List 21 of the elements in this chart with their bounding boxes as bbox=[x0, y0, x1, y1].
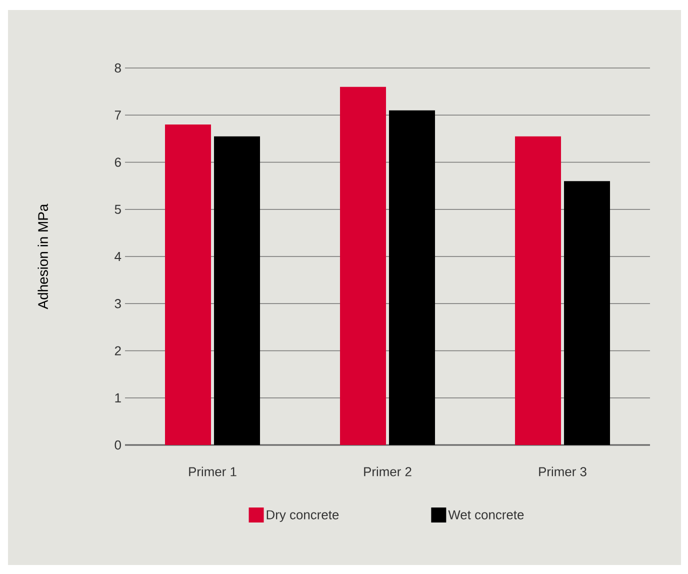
x-tick-label: Primer 1 bbox=[189, 466, 236, 476]
y-tick-label: 2 bbox=[114, 346, 121, 356]
y-tick-label: 1 bbox=[115, 393, 121, 402]
legend-label: Wet concrete bbox=[448, 510, 524, 520]
x-tick-label: Primer 3 bbox=[539, 466, 586, 476]
y-tick-label: 4 bbox=[114, 252, 122, 261]
bar bbox=[340, 86, 386, 445]
y-tick-label: 6 bbox=[114, 158, 121, 167]
bar bbox=[564, 181, 610, 445]
bar bbox=[389, 110, 436, 445]
bar bbox=[214, 136, 260, 445]
y-tick-label: 8 bbox=[114, 63, 121, 73]
y-tick-label: 5 bbox=[114, 204, 121, 214]
x-tick-label: Primer 2 bbox=[364, 466, 412, 476]
bar bbox=[165, 124, 212, 445]
y-axis-title: Adhesion in MPa bbox=[38, 204, 48, 310]
y-tick-label: 0 bbox=[114, 440, 121, 450]
bar bbox=[515, 136, 562, 445]
y-tick-label: 7 bbox=[114, 110, 121, 120]
legend-label: Dry concrete bbox=[266, 510, 339, 522]
y-tick-label: 3 bbox=[114, 299, 121, 308]
